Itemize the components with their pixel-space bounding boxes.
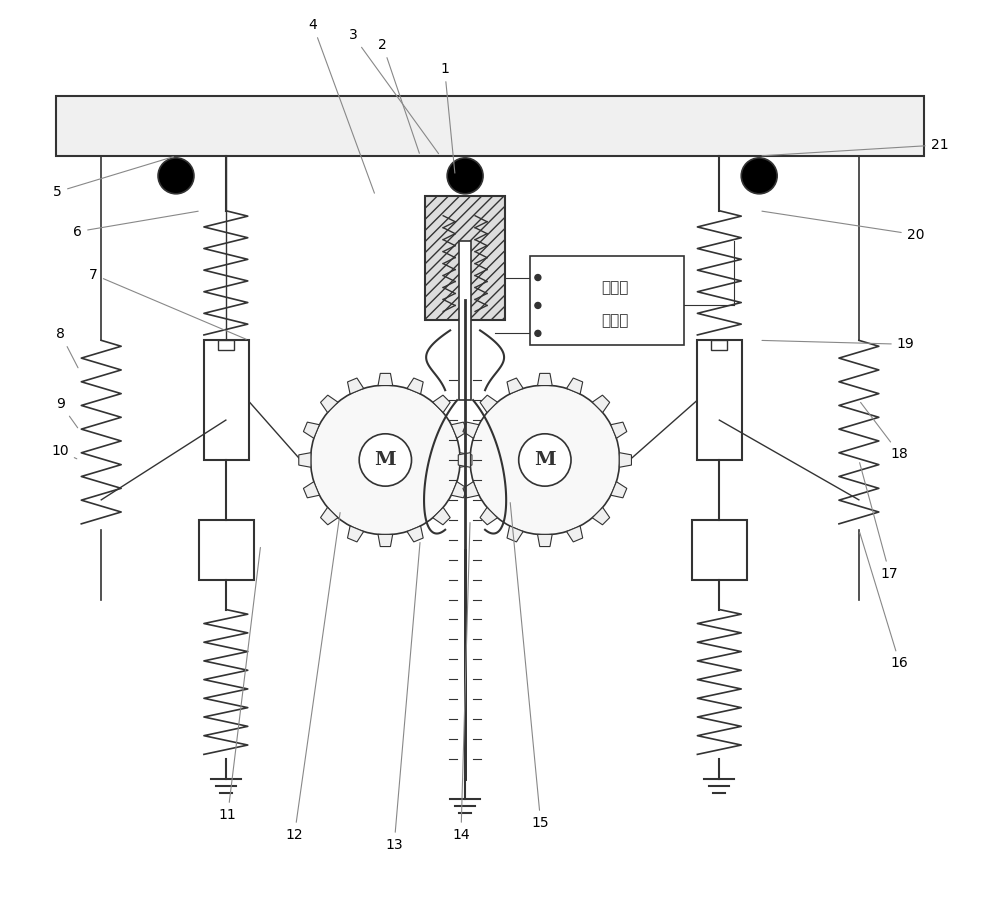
Polygon shape xyxy=(407,526,423,542)
Polygon shape xyxy=(480,508,497,525)
Bar xyxy=(711,340,727,350)
Polygon shape xyxy=(463,482,479,498)
Circle shape xyxy=(535,274,541,281)
Circle shape xyxy=(470,385,620,535)
Polygon shape xyxy=(299,453,311,467)
Polygon shape xyxy=(378,534,393,547)
Polygon shape xyxy=(619,453,631,467)
Polygon shape xyxy=(567,526,583,542)
Text: 9: 9 xyxy=(56,397,78,428)
Text: 8: 8 xyxy=(56,327,78,368)
Polygon shape xyxy=(321,508,338,525)
Polygon shape xyxy=(567,378,583,394)
Text: 13: 13 xyxy=(385,542,420,851)
Bar xyxy=(218,340,234,350)
Text: 12: 12 xyxy=(286,512,340,842)
Polygon shape xyxy=(303,422,319,438)
Polygon shape xyxy=(480,395,497,412)
Text: 2: 2 xyxy=(378,38,419,153)
Bar xyxy=(56,97,924,156)
Circle shape xyxy=(359,434,412,486)
Circle shape xyxy=(158,158,194,194)
Bar xyxy=(199,520,254,580)
Circle shape xyxy=(519,434,571,486)
Bar xyxy=(692,520,747,580)
Bar xyxy=(697,340,742,460)
Text: 18: 18 xyxy=(861,402,909,461)
Polygon shape xyxy=(611,482,627,498)
Text: 4: 4 xyxy=(309,18,374,193)
Polygon shape xyxy=(433,508,450,525)
Text: 16: 16 xyxy=(860,532,909,670)
Polygon shape xyxy=(592,395,610,412)
Text: 5: 5 xyxy=(53,157,173,198)
Text: 制模块: 制模块 xyxy=(601,313,628,328)
Text: 11: 11 xyxy=(219,548,260,822)
Text: 21: 21 xyxy=(762,138,948,156)
Polygon shape xyxy=(463,422,479,438)
Text: 14: 14 xyxy=(452,522,470,842)
Text: 17: 17 xyxy=(860,463,898,581)
Polygon shape xyxy=(458,453,470,467)
Polygon shape xyxy=(460,453,472,467)
Bar xyxy=(425,196,505,320)
Polygon shape xyxy=(538,534,552,547)
Polygon shape xyxy=(348,526,364,542)
Text: 7: 7 xyxy=(89,268,246,339)
Polygon shape xyxy=(507,526,523,542)
Polygon shape xyxy=(507,378,523,394)
Text: 20: 20 xyxy=(762,211,924,242)
Polygon shape xyxy=(451,482,467,498)
Circle shape xyxy=(741,158,777,194)
Polygon shape xyxy=(592,508,610,525)
Circle shape xyxy=(447,158,483,194)
Polygon shape xyxy=(303,482,319,498)
Circle shape xyxy=(535,330,541,336)
Text: 15: 15 xyxy=(510,502,550,830)
Polygon shape xyxy=(433,395,450,412)
Text: 1: 1 xyxy=(440,62,455,173)
Bar xyxy=(459,241,471,400)
Text: 6: 6 xyxy=(73,211,198,239)
Polygon shape xyxy=(538,373,552,385)
Polygon shape xyxy=(321,395,338,412)
Text: 19: 19 xyxy=(762,337,915,351)
Text: 10: 10 xyxy=(51,444,77,459)
Polygon shape xyxy=(611,422,627,438)
Bar xyxy=(204,340,249,460)
Polygon shape xyxy=(451,422,467,438)
Circle shape xyxy=(535,302,541,308)
Polygon shape xyxy=(348,378,364,394)
Text: M: M xyxy=(534,451,556,469)
Text: 馈能控: 馈能控 xyxy=(601,280,628,295)
Text: M: M xyxy=(375,451,396,469)
Bar xyxy=(530,255,684,345)
Circle shape xyxy=(311,385,460,535)
Text: 3: 3 xyxy=(348,28,439,153)
Polygon shape xyxy=(407,378,423,394)
Polygon shape xyxy=(378,373,393,385)
